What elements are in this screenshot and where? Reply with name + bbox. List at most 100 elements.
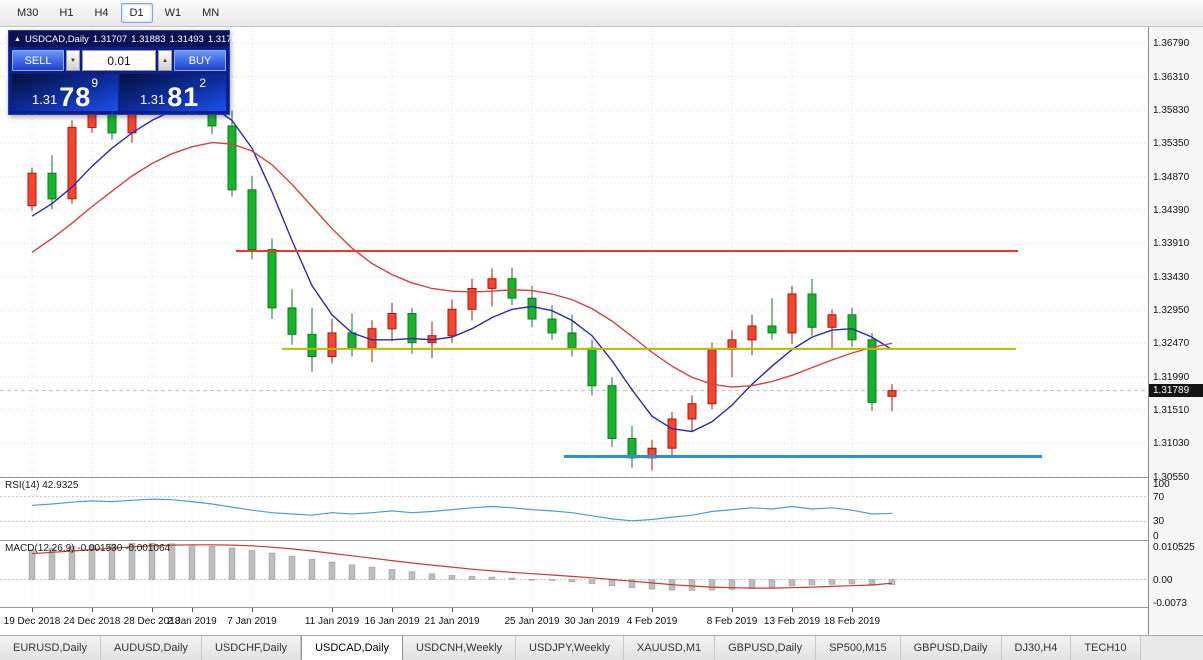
candle-body [247,189,257,251]
chart-tab-xauusd-m1[interactable]: XAUUSD,M1 [623,636,716,660]
price-axis-label: 1.32470 [1153,338,1190,349]
volume-decrease-button[interactable]: ▼ [66,50,80,71]
sell-price-button[interactable]: 1.31 78 9 [12,74,118,111]
candle-body [387,313,397,330]
candle-body [547,318,557,334]
price-axis-label: 1.35830 [1153,105,1190,116]
candle-body [747,325,757,341]
candle-body [347,332,357,349]
macd-histogram-bar [868,579,876,585]
price-axis-label: 1.34390 [1153,205,1190,216]
macd-histogram-bar [608,579,616,586]
macd-histogram-bar [848,579,856,585]
macd-histogram-bar [28,549,36,580]
rsi-chart [0,478,1148,540]
timeframe-button-m30[interactable]: M30 [17,7,39,19]
macd-histogram-bar [408,571,416,580]
date-axis-label: 13 Feb 2019 [763,616,821,627]
sell-price-pip: 9 [91,76,99,90]
chart-tab-sp500-m15[interactable]: SP500,M15 [816,636,901,660]
volume-increase-button[interactable]: ▲ [158,50,172,71]
timeframe-button-h4[interactable]: H4 [94,7,109,19]
macd-histogram-bar [748,579,756,589]
buy-price-button[interactable]: 1.31 81 2 [120,74,226,111]
ma-slow-line [31,141,893,388]
macd-level-label: 0.00 [1153,575,1173,586]
timeframe-button-h1[interactable]: H1 [59,7,74,19]
macd-level-label: 0.010525 [1153,542,1195,553]
date-axis-label: 7 Jan 2019 [227,616,277,627]
chart-tab-dj30-h4[interactable]: DJ30,H4 [1001,636,1072,660]
candle-body [487,278,497,289]
candle-body [667,418,677,449]
date-axis-label: 8 Feb 2019 [706,616,758,627]
macd-histogram-bar [288,555,296,580]
candle-body [287,307,297,335]
date-axis-label: 28 Dec 2018 [123,616,181,627]
current-price-tag: 1.31789 [1149,384,1203,397]
timeframe-button-w1[interactable]: W1 [164,7,182,19]
date-axis-label: 21 Jan 2019 [424,616,480,627]
chart-tab-usdchf-daily[interactable]: USDCHF,Daily [201,636,302,660]
buy-price-prefix: 1.31 [139,92,166,107]
macd-label: MACD(12,26,9) -0.001530 -0.001064 [5,543,171,554]
candle-body [887,390,897,397]
macd-histogram-bar [568,579,576,583]
chart-tab-eurusd-daily[interactable]: EURUSD,Daily [0,636,101,660]
macd-histogram-bar [108,543,116,580]
candle-body [827,314,837,328]
chart-tabs-bar: EURUSD,Daily AUDUSD,Daily USDCHF,Daily USDC… [0,635,1203,660]
macd-histogram-bar [428,573,436,580]
chart-header: ▲ USDCAD,Daily 1.31707 1.31883 1.31493 1… [9,31,242,47]
date-axis-label: 24 Dec 2018 [63,616,121,627]
date-tick [792,608,793,612]
price-axis-label: 1.30550 [1153,472,1190,483]
ohlc-close: 1.31789 [207,33,243,45]
chart-tab-usdcad-daily[interactable]: USDCAD,Daily [301,636,404,660]
date-axis-label: 18 Feb 2019 [823,616,881,627]
macd-histogram-bar [308,558,316,580]
date-axis-label: 25 Jan 2019 [504,616,560,627]
timeframe-toolbar: M30 H1 H4 D1 W1 MN [0,0,1203,27]
chart-tab-usdjpy-weekly[interactable]: USDJPY,Weekly [516,636,624,660]
candle-body [587,347,597,387]
timeframe-button-mn[interactable]: MN [202,7,220,19]
candle-body [507,278,517,299]
date-axis-label: 19 Dec 2018 [3,616,61,627]
macd-histogram-bar [228,547,236,580]
candle-body [307,333,317,357]
date-tick [392,608,393,612]
macd-histogram-bar [268,552,276,580]
ohlc-open: 1.31707 [92,33,128,45]
macd-histogram-bar [728,579,736,590]
macd-histogram-bar [248,550,256,580]
candle-body [227,125,237,191]
date-tick [32,608,33,612]
macd-histogram-bar [468,576,476,580]
date-axis-label: 30 Jan 2019 [564,616,620,627]
rsi-level-label: 70 [1153,492,1165,503]
timeframe-button-d1[interactable]: D1 [120,3,153,23]
chart-tab-tech10[interactable]: TECH10 [1071,636,1141,660]
sell-price-big: 78 [59,82,92,112]
buy-button[interactable]: BUY [174,50,226,71]
chart-tab-gbpusd-daily[interactable]: GBPUSD,Daily [715,636,817,660]
chart-tab-gbpusd-daily[interactable]: GBPUSD,Daily [900,636,1002,660]
macd-histogram-bar [368,566,376,580]
volume-input[interactable] [82,50,156,71]
rsi-indicator-panel: RSI(14) 42.9325 [0,478,1148,541]
macd-histogram-bar [688,579,696,591]
macd-histogram-bar [788,579,796,587]
collapse-panel-icon[interactable]: ▲ [14,35,21,43]
chart-tab-audusd-daily[interactable]: AUDUSD,Daily [100,636,202,660]
candle-body [407,313,417,344]
candle-body [447,308,457,337]
date-tick [532,608,533,612]
sell-button[interactable]: SELL [12,50,64,71]
macd-histogram-bar [128,543,136,580]
candle-body [527,297,537,320]
date-tick [852,608,853,612]
price-axis-label: 1.31510 [1153,405,1190,416]
chart-tab-usdcnh-weekly[interactable]: USDCNH,Weekly [403,636,517,660]
